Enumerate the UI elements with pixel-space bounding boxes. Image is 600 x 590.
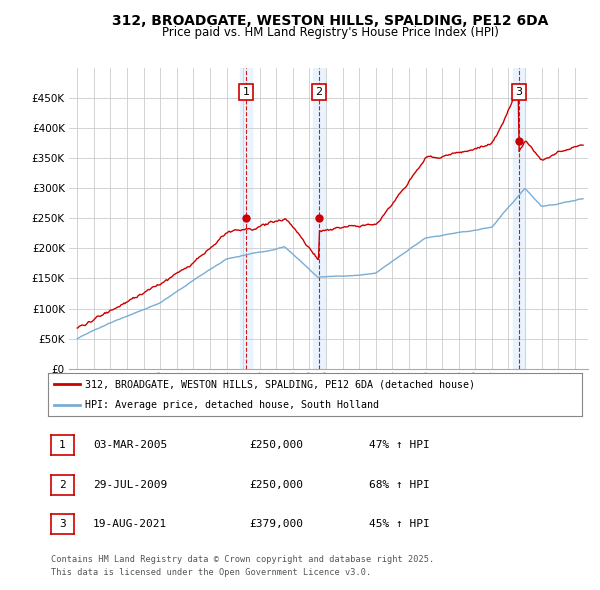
Bar [513, 68, 524, 369]
Text: 1: 1 [242, 87, 250, 97]
Text: 47% ↑ HPI: 47% ↑ HPI [369, 441, 430, 450]
Text: 45% ↑ HPI: 45% ↑ HPI [369, 519, 430, 529]
Text: 2: 2 [316, 87, 322, 97]
Text: 68% ↑ HPI: 68% ↑ HPI [369, 480, 430, 490]
Text: 1: 1 [59, 441, 66, 450]
Text: Price paid vs. HM Land Registry's House Price Index (HPI): Price paid vs. HM Land Registry's House … [161, 26, 499, 39]
Text: 3: 3 [59, 519, 66, 529]
Text: 312, BROADGATE, WESTON HILLS, SPALDING, PE12 6DA: 312, BROADGATE, WESTON HILLS, SPALDING, … [112, 14, 548, 28]
Text: 03-MAR-2005: 03-MAR-2005 [93, 441, 167, 450]
Bar [313, 68, 325, 369]
Text: 2: 2 [59, 480, 66, 490]
Text: £250,000: £250,000 [249, 441, 303, 450]
Text: This data is licensed under the Open Government Licence v3.0.: This data is licensed under the Open Gov… [51, 568, 371, 577]
Point [314, 214, 323, 223]
Point [241, 214, 251, 223]
Text: £250,000: £250,000 [249, 480, 303, 490]
Text: 19-AUG-2021: 19-AUG-2021 [93, 519, 167, 529]
Text: 312, BROADGATE, WESTON HILLS, SPALDING, PE12 6DA (detached house): 312, BROADGATE, WESTON HILLS, SPALDING, … [85, 379, 475, 389]
Point [514, 136, 524, 145]
Bar [240, 68, 252, 369]
Text: £379,000: £379,000 [249, 519, 303, 529]
Text: 3: 3 [515, 87, 523, 97]
Text: 29-JUL-2009: 29-JUL-2009 [93, 480, 167, 490]
Text: Contains HM Land Registry data © Crown copyright and database right 2025.: Contains HM Land Registry data © Crown c… [51, 555, 434, 564]
Text: HPI: Average price, detached house, South Holland: HPI: Average price, detached house, Sout… [85, 401, 379, 410]
